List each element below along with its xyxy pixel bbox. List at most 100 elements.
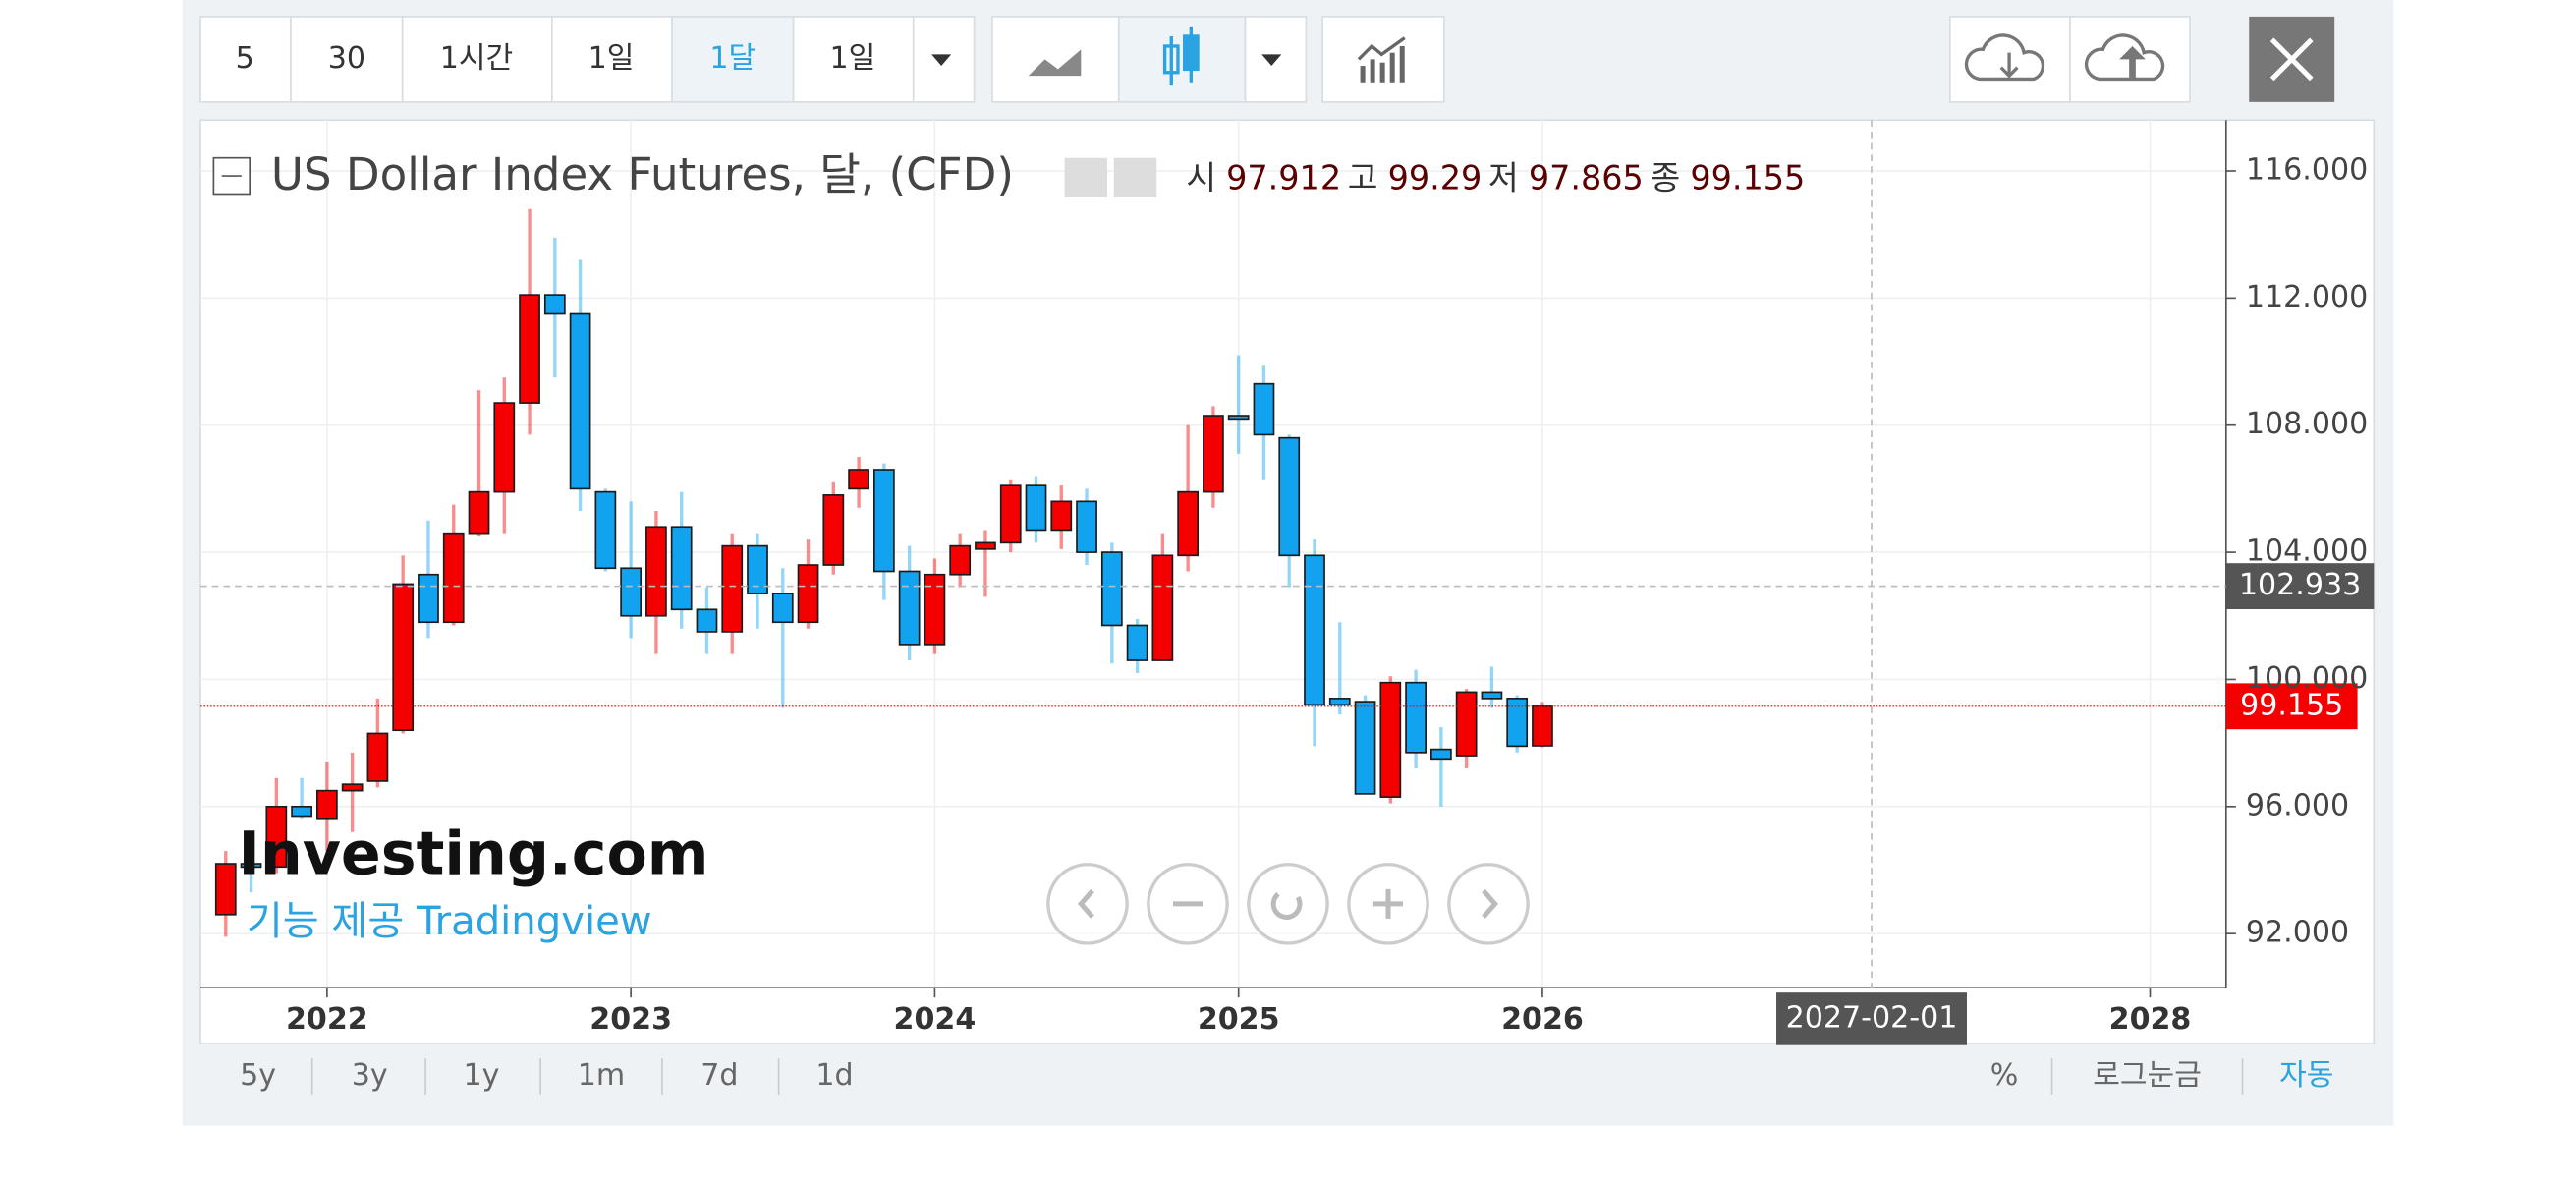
legend-label: 종: [1651, 158, 1681, 197]
legend-value: 99.29: [1388, 158, 1483, 197]
x-tick-label: 2022: [286, 1002, 368, 1037]
crosshair-date-box: [1776, 992, 1967, 1045]
last-price: 99.155: [2240, 688, 2343, 722]
x-tick-label: 2025: [1198, 1002, 1280, 1037]
range-bar: 5y 3y 1y 1m 7d 1d % 로그눈금 자동: [240, 1058, 2333, 1095]
candle-body: [1253, 382, 1275, 436]
ohlc-legend: 시 97.912 고 99.29 저 97.865 종 99.155: [1186, 158, 1805, 197]
range-button[interactable]: 1d: [815, 1058, 853, 1093]
reset-button[interactable]: [1247, 863, 1329, 945]
candle-body: [214, 863, 237, 916]
crosshair-date: 2027-02-01: [1786, 1000, 1958, 1035]
watermark-credit: 기능 제공 Tradingview: [247, 899, 652, 944]
candle-body: [797, 564, 819, 624]
candle-body: [721, 544, 744, 633]
visibility-button[interactable]: [1064, 157, 1108, 198]
candle-body: [696, 608, 718, 633]
candle-body: [1177, 490, 1200, 557]
interval-button[interactable]: [199, 16, 292, 103]
y-tick-label: 104.000: [2246, 535, 2368, 569]
candle-body: [468, 490, 490, 535]
candle-body: [1025, 484, 1047, 532]
last-price-box: [2225, 683, 2358, 730]
candle-body: [1304, 554, 1325, 706]
range-button[interactable]: 1m: [578, 1058, 625, 1093]
candle-body: [1328, 698, 1351, 706]
interval-label: 5: [236, 41, 254, 76]
candle-body: [747, 544, 768, 594]
candle-body: [1455, 691, 1478, 757]
close-icon: [2269, 37, 2314, 82]
upload-icon: [2084, 33, 2165, 82]
toolbar: 5 30 1시간 1일 1달 1일: [199, 16, 2335, 103]
interval-label: 1일: [829, 41, 875, 76]
candle-body: [265, 805, 288, 869]
watermark-logo: Investing.com: [238, 820, 708, 889]
candle-body: [316, 789, 338, 820]
navigation: [1046, 863, 1530, 945]
candle-body: [822, 494, 845, 566]
y-tick-label: 116.000: [2246, 152, 2368, 187]
interval-button[interactable]: [551, 16, 673, 103]
candle-body: [366, 732, 389, 782]
candle-body: [519, 294, 540, 404]
range-button[interactable]: 5y: [240, 1058, 276, 1093]
legend-value: 99.155: [1690, 158, 1805, 197]
candle-body: [418, 573, 439, 624]
candle-body: [392, 583, 415, 732]
crosshair-price-box: [2225, 563, 2375, 610]
candle-body: [1481, 691, 1503, 700]
scroll-right-button[interactable]: [1447, 863, 1530, 945]
candle-body: [1405, 681, 1427, 754]
y-tick-label: 100.000: [2246, 661, 2368, 696]
range-button[interactable]: 3y: [352, 1058, 388, 1093]
scroll-left-button[interactable]: [1046, 863, 1129, 945]
settings-button[interactable]: [1113, 157, 1157, 198]
candle-body: [1278, 436, 1301, 557]
candle-body: [442, 532, 465, 624]
interval-label: 30: [328, 41, 365, 76]
scale-option[interactable]: 자동: [2279, 1058, 2333, 1093]
interval-label: 1시간: [440, 41, 513, 76]
y-tick-label: 108.000: [2246, 407, 2368, 441]
interval-label: 1달: [709, 41, 756, 76]
candle-body: [1379, 681, 1402, 798]
scale-option[interactable]: 로그눈금: [2093, 1058, 2202, 1093]
indicators-button[interactable]: [1321, 16, 1445, 103]
candle-body: [493, 402, 516, 493]
interval-button[interactable]: [671, 16, 795, 103]
candle-body: [898, 570, 921, 646]
interval-button[interactable]: [401, 16, 553, 103]
legend-label: 고: [1348, 158, 1378, 197]
candle-body: [1126, 624, 1148, 661]
line-type-button[interactable]: [991, 16, 1120, 103]
scale-option[interactable]: %: [1990, 1058, 2019, 1093]
candle-body: [670, 526, 693, 611]
chart-title: US Dollar Index Futures, 달, (CFD): [271, 148, 1014, 200]
interval-label: 1일: [588, 41, 635, 76]
candle-body: [1506, 698, 1529, 748]
interval-button[interactable]: [290, 16, 404, 103]
candle-body: [594, 490, 617, 570]
x-tick-label: 2028: [2109, 1002, 2192, 1037]
interval-button[interactable]: [792, 16, 915, 103]
line-icon: [1028, 49, 1082, 77]
range-button[interactable]: 1y: [463, 1058, 499, 1093]
range-button[interactable]: 7d: [700, 1058, 738, 1093]
x-tick-label: 2024: [894, 1002, 977, 1037]
candle-body: [949, 544, 972, 576]
candle-body: [569, 312, 591, 490]
grid: [200, 120, 2236, 998]
candles: [214, 208, 1553, 937]
legend-label: 저: [1488, 158, 1519, 197]
candle-body: [848, 469, 869, 490]
candle-type-button[interactable]: [1117, 16, 1247, 103]
x-tick-label: 2026: [1501, 1002, 1584, 1037]
nav-icons: [1077, 888, 1499, 920]
y-tick-label: 112.000: [2246, 280, 2368, 314]
candle-body: [1050, 500, 1073, 532]
candle-body: [1227, 415, 1250, 421]
candle-body: [975, 541, 996, 550]
